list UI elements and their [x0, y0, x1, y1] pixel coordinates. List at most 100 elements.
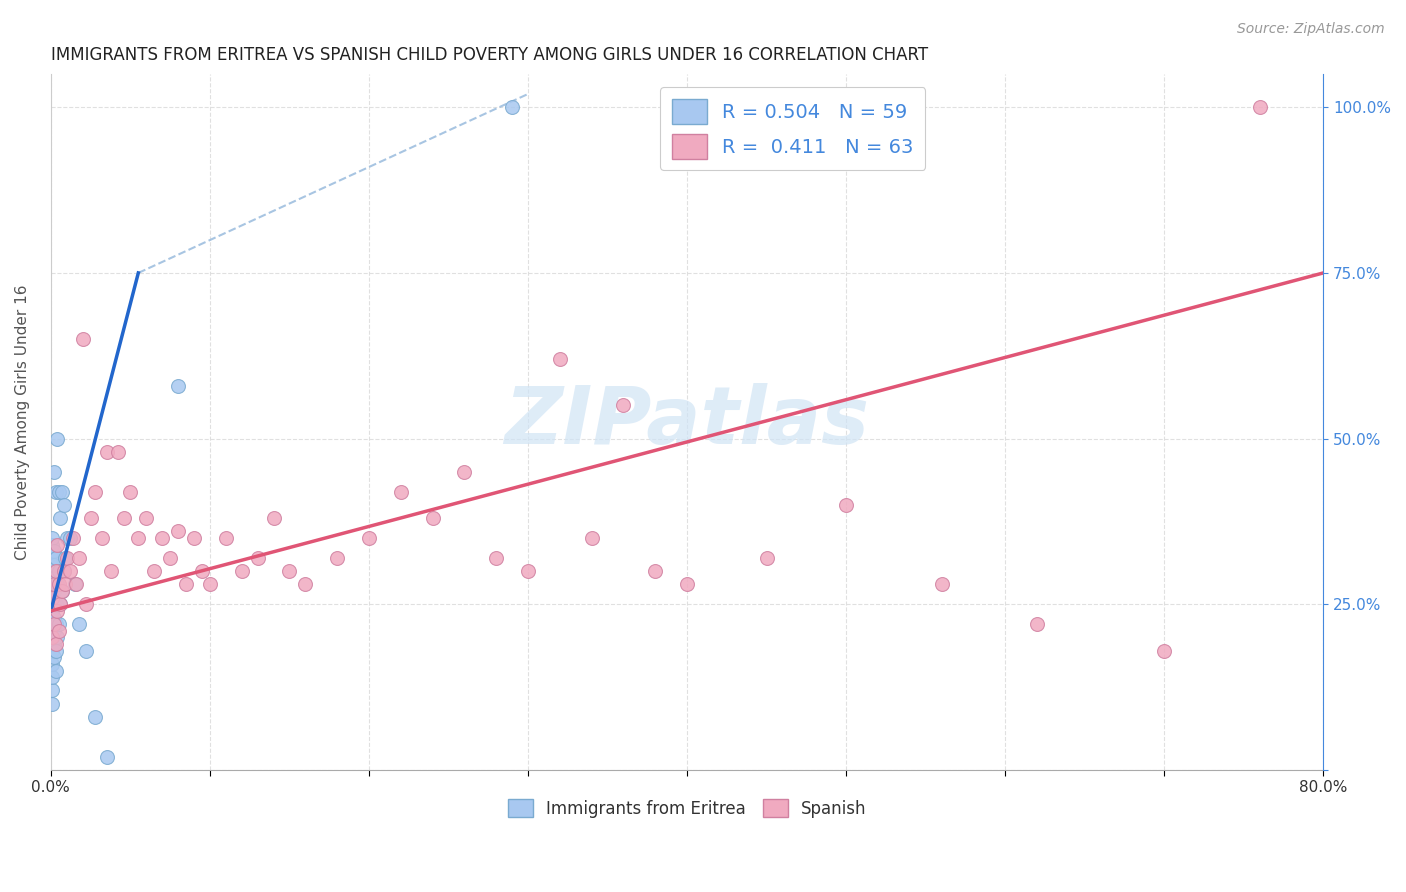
Point [41, 657, 63, 671]
Point [49, 597, 72, 611]
Point [41, 610, 63, 624]
Point [42, 558, 65, 572]
Point [75, 597, 97, 611]
Point [278, 564, 301, 578]
Point [150, 531, 173, 545]
Point [159, 550, 181, 565]
Point [42, 584, 65, 599]
Point [53, 577, 76, 591]
Point [357, 531, 380, 545]
Point [41, 577, 63, 591]
Point [59, 564, 82, 578]
Point [835, 498, 858, 512]
Point [422, 511, 444, 525]
Point [96, 445, 118, 459]
Point [48, 617, 70, 632]
Point [41, 564, 63, 578]
Point [389, 484, 412, 499]
Point [41, 544, 63, 558]
Point [41, 538, 63, 552]
Point [41, 683, 63, 698]
Point [246, 550, 269, 565]
Point [96, 749, 118, 764]
Point [167, 378, 190, 392]
Point [191, 564, 214, 578]
Point [51, 584, 73, 599]
Point [90, 531, 112, 545]
Point [42, 610, 65, 624]
Point [55, 531, 77, 545]
Point [107, 445, 129, 459]
Point [326, 550, 349, 565]
Point [42, 617, 65, 632]
Point [48, 624, 70, 638]
Point [41, 617, 63, 632]
Point [65, 577, 87, 591]
Point [41, 604, 63, 618]
Point [143, 564, 166, 578]
Point [1026, 617, 1049, 632]
Point [231, 564, 253, 578]
Point [112, 511, 135, 525]
Text: ZIPatlas: ZIPatlas [505, 383, 869, 461]
Point [46, 538, 69, 552]
Point [41, 591, 63, 605]
Point [1153, 643, 1175, 657]
Point [41, 631, 63, 645]
Point [548, 352, 571, 367]
Point [612, 399, 634, 413]
Point [52, 564, 75, 578]
Point [59, 531, 82, 545]
Point [46, 604, 69, 618]
Point [45, 597, 67, 611]
Point [84, 710, 107, 724]
Point [42, 624, 65, 638]
Point [45, 617, 67, 632]
Point [215, 531, 238, 545]
Point [127, 531, 149, 545]
Point [581, 531, 603, 545]
Point [46, 432, 69, 446]
Point [1249, 100, 1271, 114]
Point [41, 550, 63, 565]
Point [51, 584, 73, 599]
Point [63, 577, 86, 591]
Point [41, 643, 63, 657]
Point [42, 544, 65, 558]
Point [41, 584, 63, 599]
Point [46, 631, 69, 645]
Point [45, 664, 67, 678]
Point [48, 484, 70, 499]
Point [53, 550, 76, 565]
Point [48, 564, 70, 578]
Point [55, 550, 77, 565]
Point [69, 550, 91, 565]
Point [51, 484, 73, 499]
Point [52, 564, 75, 578]
Point [41, 670, 63, 684]
Text: Source: ZipAtlas.com: Source: ZipAtlas.com [1237, 22, 1385, 37]
Point [453, 465, 475, 479]
Point [676, 577, 699, 591]
Point [263, 511, 285, 525]
Point [69, 617, 91, 632]
Point [120, 484, 142, 499]
Point [517, 564, 540, 578]
Point [42, 637, 65, 651]
Point [755, 550, 778, 565]
Point [41, 591, 63, 605]
Point [41, 631, 63, 645]
Point [931, 577, 953, 591]
Point [46, 577, 69, 591]
Point [79, 511, 101, 525]
Point [167, 524, 190, 539]
Point [52, 498, 75, 512]
Point [644, 564, 666, 578]
Point [72, 332, 94, 346]
Point [41, 558, 63, 572]
Point [42, 577, 65, 591]
Point [75, 643, 97, 657]
Point [48, 577, 70, 591]
Point [45, 637, 67, 651]
Point [42, 571, 65, 585]
